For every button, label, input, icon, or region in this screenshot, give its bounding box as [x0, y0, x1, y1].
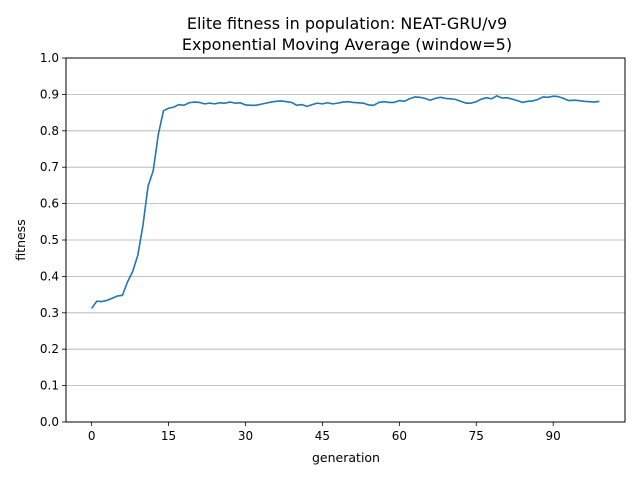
y-tick-label: 0.6: [40, 197, 59, 211]
y-axis-label: fitness: [13, 219, 28, 260]
y-tick-label: 0.8: [40, 124, 59, 138]
x-tick-label: 75: [469, 429, 484, 443]
chart-subtitle: Exponential Moving Average (window=5): [182, 35, 512, 54]
y-tick-label: 0.9: [40, 87, 59, 101]
series-line: [90, 95, 600, 309]
x-tick-label: 0: [88, 429, 96, 443]
x-tick-label: 15: [161, 429, 176, 443]
x-tick-label: 90: [546, 429, 561, 443]
chart-title: Elite fitness in population: NEAT-GRU/v9: [187, 14, 507, 33]
x-tick-label: 60: [392, 429, 407, 443]
y-tick-label: 1.0: [40, 51, 59, 65]
y-tick-label: 0.5: [40, 233, 59, 247]
y-tick-label: 0.2: [40, 342, 59, 356]
grid-lines: [66, 57, 625, 423]
y-tick-label: 0.1: [40, 379, 59, 393]
plot-frame: [65, 57, 626, 423]
y-tick-label: 0.4: [40, 269, 59, 283]
y-tick-label: 0.0: [40, 415, 59, 429]
series: [90, 95, 600, 309]
x-tick-label: 45: [315, 429, 330, 443]
y-tick-label: 0.7: [40, 160, 59, 174]
x-axis-ticks: 0 15 30 45 60 75 90: [88, 422, 561, 443]
x-axis-label: generation: [312, 450, 380, 465]
y-tick-label: 0.3: [40, 306, 59, 320]
y-axis-ticks: 0.0 0.1 0.2 0.3 0.4 0.5 0.6 0.7 0.8 0.9 1.0: [40, 51, 66, 429]
x-tick-label: 30: [238, 429, 253, 443]
